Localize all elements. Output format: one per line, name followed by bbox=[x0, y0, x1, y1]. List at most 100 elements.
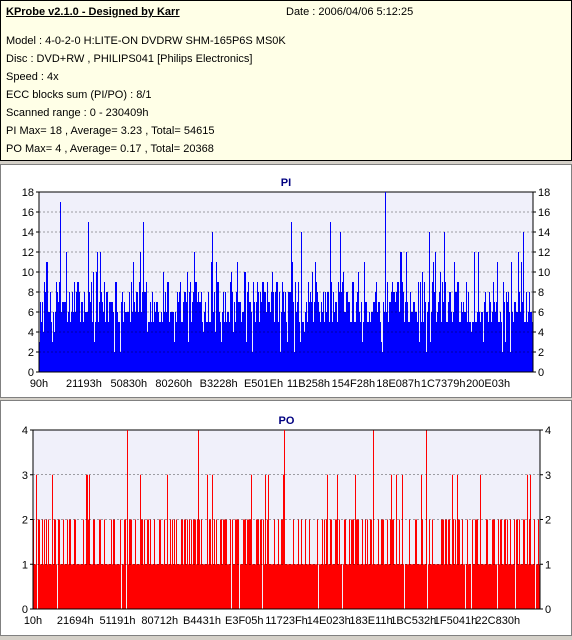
data-bar bbox=[75, 519, 76, 609]
data-bar bbox=[479, 312, 480, 372]
po-chart: PO 0 0 1 1 2 2 3 3 4 4 10h 21694h 51191h 80712h B4431h E… bbox=[22, 415, 551, 627]
data-bar bbox=[169, 564, 170, 609]
data-bar bbox=[333, 564, 334, 609]
data-bar bbox=[146, 564, 147, 609]
data-bar bbox=[111, 302, 112, 372]
data-bar bbox=[278, 322, 279, 372]
data-bar bbox=[227, 564, 228, 609]
data-bar bbox=[173, 564, 174, 609]
data-bar bbox=[422, 272, 423, 372]
data-bar bbox=[206, 564, 207, 609]
data-bar bbox=[372, 312, 373, 372]
data-bar bbox=[252, 564, 253, 609]
y-tick-label-left: 2 bbox=[28, 347, 34, 359]
data-bar bbox=[245, 272, 246, 372]
data-bar bbox=[499, 322, 500, 372]
data-bar bbox=[451, 564, 452, 609]
data-bar bbox=[337, 474, 338, 609]
data-bar bbox=[178, 302, 179, 372]
data-bar bbox=[142, 292, 143, 372]
data-bar bbox=[45, 292, 46, 372]
data-bar bbox=[210, 322, 211, 372]
data-bar bbox=[36, 474, 37, 609]
data-bar bbox=[175, 564, 176, 609]
x-tick-label: 1BC532h bbox=[390, 615, 436, 627]
data-bar bbox=[481, 312, 482, 372]
data-bar bbox=[95, 322, 96, 372]
data-bar bbox=[430, 342, 431, 372]
data-bar bbox=[311, 302, 312, 372]
data-bar bbox=[469, 322, 470, 372]
data-bar bbox=[132, 312, 133, 372]
y-tick-label-right: 12 bbox=[538, 247, 550, 259]
data-bar bbox=[134, 302, 135, 372]
data-bar bbox=[242, 312, 243, 372]
y-tick-label-right: 18 bbox=[538, 187, 550, 199]
data-bar bbox=[504, 302, 505, 372]
data-bar bbox=[53, 312, 54, 372]
data-bar bbox=[138, 564, 139, 609]
data-bar bbox=[407, 302, 408, 372]
data-bar bbox=[229, 564, 230, 609]
data-bar bbox=[125, 312, 126, 372]
data-bar bbox=[399, 312, 400, 372]
y-tick-label-left: 14 bbox=[22, 227, 34, 239]
data-bar bbox=[264, 564, 265, 609]
data-bar bbox=[459, 322, 460, 372]
data-bar bbox=[340, 232, 341, 372]
data-bar bbox=[53, 564, 54, 609]
data-bar bbox=[251, 474, 252, 609]
data-bar bbox=[51, 564, 52, 609]
y-tick-label-left: 2 bbox=[22, 515, 28, 527]
data-bar bbox=[526, 564, 527, 609]
data-bar bbox=[165, 292, 166, 372]
data-bar bbox=[434, 564, 435, 609]
data-bar bbox=[91, 282, 92, 372]
data-bar bbox=[502, 352, 503, 372]
data-bar bbox=[416, 312, 417, 372]
data-bar bbox=[352, 282, 353, 372]
data-bar bbox=[423, 564, 424, 609]
data-bar bbox=[279, 564, 280, 609]
data-bar bbox=[228, 312, 229, 372]
data-bar bbox=[115, 282, 116, 372]
data-bar bbox=[313, 322, 314, 372]
data-bar bbox=[206, 322, 207, 372]
data-bar bbox=[320, 564, 321, 609]
data-bar bbox=[480, 322, 481, 372]
data-bar bbox=[362, 342, 363, 372]
data-bar bbox=[50, 292, 51, 372]
data-bar bbox=[309, 302, 310, 372]
data-bar bbox=[254, 564, 255, 609]
data-bar bbox=[97, 564, 98, 609]
data-bar bbox=[357, 292, 358, 372]
data-bar bbox=[313, 564, 314, 609]
data-bar bbox=[187, 272, 188, 372]
data-bar bbox=[330, 222, 331, 372]
data-bar bbox=[485, 564, 486, 609]
data-bar bbox=[455, 519, 456, 609]
y-tick-label-right: 1 bbox=[545, 559, 551, 571]
data-bar bbox=[326, 312, 327, 372]
data-bar bbox=[377, 312, 378, 372]
data-bar bbox=[522, 302, 523, 372]
data-bar bbox=[135, 312, 136, 372]
data-bar bbox=[149, 564, 150, 609]
data-bar bbox=[521, 262, 522, 372]
data-bar bbox=[346, 292, 347, 372]
data-bar bbox=[73, 564, 74, 609]
data-bar bbox=[185, 292, 186, 372]
data-bar bbox=[530, 312, 531, 372]
data-bar bbox=[329, 564, 330, 609]
data-bar bbox=[109, 564, 110, 609]
data-bar bbox=[94, 342, 95, 372]
data-bar bbox=[223, 519, 224, 609]
data-bar bbox=[293, 302, 294, 372]
data-bar bbox=[248, 282, 249, 372]
data-bar bbox=[87, 474, 88, 609]
data-bar bbox=[128, 312, 129, 372]
data-bar bbox=[145, 564, 146, 609]
data-bar bbox=[89, 292, 90, 372]
data-bar bbox=[452, 322, 453, 372]
data-bar bbox=[314, 564, 315, 609]
